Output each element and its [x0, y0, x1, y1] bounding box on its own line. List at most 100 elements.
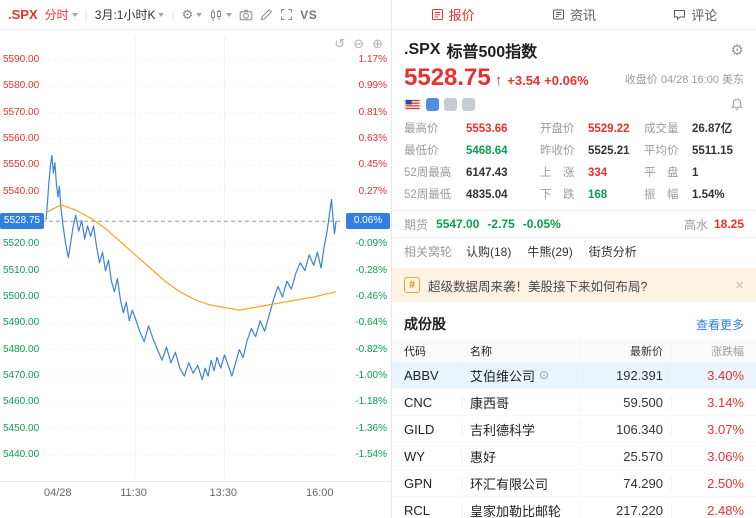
chart-type-candlestick-icon[interactable] — [209, 8, 233, 22]
zoom-in-icon[interactable]: ⊕ — [372, 36, 383, 51]
chart-symbol-label: .SPX — [8, 7, 38, 22]
y-axis-price-label: 5440.00 — [3, 448, 40, 460]
warrant-link[interactable]: 认购(18) — [466, 244, 512, 259]
y-axis-price-label: 5470.00 — [3, 369, 40, 381]
stat-value: 5553.66 — [466, 123, 508, 135]
constituent-row-wy[interactable]: WY 惠好 25.570 3.06% — [392, 443, 756, 470]
stock-code: ABBV — [392, 367, 462, 383]
constituent-row-cnc[interactable]: CNC 康西哥 59.500 3.14% — [392, 389, 756, 416]
average-line — [45, 204, 337, 311]
y-axis-percent-label: 0.63% — [358, 132, 387, 144]
chart-panel: .SPX 分时 | 3月:1小时K | ⚙ — [0, 0, 392, 518]
stat-value: 168 — [588, 189, 608, 201]
price-line — [45, 154, 337, 381]
stock-change-percent: 3.14% — [707, 394, 744, 410]
news-icon — [552, 9, 564, 20]
y-axis-percent-label: -0.28% — [355, 264, 387, 276]
stock-name: 艾伯维公司 ⊙ — [462, 365, 580, 385]
bell-icon[interactable] — [730, 97, 744, 111]
y-axis-percent-label: -0.82% — [355, 343, 387, 355]
stat-cell: 52周最低 4835.04 — [404, 186, 540, 202]
stock-last-price: 106.340 — [580, 421, 672, 437]
constituent-row-rcl[interactable]: RCL 皇家加勒比邮轮 217.220 2.48% — [392, 497, 756, 518]
y-axis-price-label: 5450.00 — [3, 422, 40, 434]
up-arrow-icon: ↑ — [494, 72, 503, 89]
stat-cell: 平均价 5511.15 — [644, 142, 746, 158]
stock-code: WY — [392, 448, 462, 464]
reset-zoom-icon[interactable]: ↺ — [334, 36, 346, 51]
instrument-name: 标普500指数 — [446, 44, 538, 61]
camera-icon[interactable] — [239, 8, 253, 22]
stock-last-price: 74.290 — [580, 475, 672, 491]
compare-vs-button[interactable]: VS — [300, 7, 318, 22]
futures-price: 5547.00 — [436, 217, 480, 231]
y-axis-percent-label: 1.17% — [358, 54, 387, 65]
stat-label: 下 跌 — [540, 189, 575, 201]
fullscreen-icon[interactable] — [280, 8, 293, 21]
stat-cell: 下 跌 168 — [540, 186, 644, 202]
price-change: +3.54 — [507, 73, 541, 88]
table-header-cell: 涨跌幅 — [711, 346, 744, 358]
stat-label: 52周最高 — [404, 167, 452, 179]
tab-news[interactable]: 资讯 — [513, 0, 634, 29]
tab-quote[interactable]: 报价 — [392, 0, 513, 29]
stock-name-text: 艾伯维公司 — [470, 368, 536, 384]
stock-change-percent: 2.48% — [707, 502, 744, 518]
market-badge-icon — [426, 97, 439, 111]
y-axis-price-label: 5590.00 — [3, 54, 40, 65]
constituent-row-gild[interactable]: GILD 吉利德科学 106.340 3.07% — [392, 416, 756, 443]
stock-change-percent: 3.07% — [707, 421, 744, 437]
warrants-label: 相关窝轮 — [404, 244, 453, 259]
stock-name-text: 吉利德科学 — [470, 422, 536, 438]
y-axis-price-label: 5520.00 — [3, 238, 40, 250]
hash-icon: # — [404, 277, 420, 293]
tab-comments[interactable]: 评论 — [635, 0, 756, 29]
table-header: 代码 名称 最新价 涨跌幅 — [392, 340, 756, 362]
stat-value: 5511.15 — [692, 145, 733, 157]
stat-label: 平均价 — [644, 145, 679, 157]
stat-cell: 最高价 5553.66 — [404, 120, 540, 136]
close-icon[interactable]: × — [735, 276, 744, 294]
warrants-row: 相关窝轮 认购(18) 牛熊(29) 街货分析 — [392, 238, 756, 264]
chart-zoom-controls: ↺ ⊖ ⊕ — [334, 36, 383, 52]
chart-settings-gear-icon[interactable]: ⚙ — [182, 8, 203, 21]
y-axis-price-label: 5490.00 — [3, 317, 40, 329]
warrant-link[interactable]: 牛熊(29) — [527, 244, 573, 259]
constituent-row-gpn[interactable]: GPN 环汇有限公司 74.290 2.50% — [392, 470, 756, 497]
stat-label: 平 盘 — [644, 167, 679, 179]
futures-label: 期货 — [404, 217, 429, 232]
x-axis-label: 16:00 — [306, 487, 334, 499]
market-badge-icon — [462, 97, 475, 111]
stock-name-text: 环汇有限公司 — [470, 476, 549, 492]
chart-mode-select[interactable]: 分时 — [45, 6, 78, 23]
chart-period-select[interactable]: 3月:1小时K — [95, 6, 165, 23]
y-axis-price-label: 5570.00 — [3, 106, 40, 118]
us-flag-icon — [404, 98, 421, 110]
x-axis-label: 13:30 — [209, 487, 237, 499]
stock-last-price: 192.391 — [580, 367, 672, 383]
premium-label: 高水 — [683, 217, 708, 232]
stat-value: 5525.21 — [588, 145, 630, 157]
stock-name: 康西哥 — [462, 392, 580, 412]
price-row: 5528.75 ↑ +3.54 +0.06% 收盘价 04/28 16:00 美… — [392, 62, 756, 91]
promo-banner[interactable]: # 超级数据周来袭！美股接下来如何布局? × — [392, 268, 756, 302]
view-more-link[interactable]: 查看更多 — [695, 317, 744, 332]
stat-cell: 52周最高 6147.43 — [404, 164, 540, 180]
analysis-circle-icon[interactable]: ⊙ — [539, 368, 550, 382]
chart-mode-label: 分时 — [44, 8, 69, 22]
warrant-link[interactable]: 街货分析 — [588, 244, 637, 259]
intraday-line-chart[interactable] — [0, 30, 392, 485]
stat-cell: 上 涨 334 — [540, 164, 644, 180]
stat-cell: 开盘价 5529.22 — [540, 120, 644, 136]
constituent-row-abbv[interactable]: ABBV 艾伯维公司 ⊙ 192.391 3.40% — [392, 362, 756, 389]
futures-row[interactable]: 期货 5547.00 -2.75 -0.05% 高水 18.25 — [392, 210, 756, 238]
draw-pencil-icon[interactable] — [260, 8, 273, 21]
y-axis-percent-label: -1.00% — [355, 369, 387, 381]
stat-cell: 平 盘 1 — [644, 164, 746, 180]
stat-cell: 振 幅 1.54% — [644, 186, 746, 202]
stat-value: 5468.64 — [466, 145, 508, 157]
quote-settings-gear-icon[interactable]: ⚙ — [730, 41, 744, 59]
y-axis-percent-label: -1.36% — [355, 422, 387, 434]
zoom-out-icon[interactable]: ⊖ — [353, 36, 365, 51]
